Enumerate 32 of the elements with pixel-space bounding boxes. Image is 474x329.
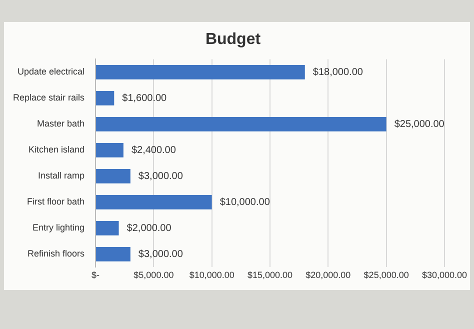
y-tick-label: Install ramp bbox=[38, 170, 85, 181]
bar bbox=[96, 117, 386, 132]
data-label: $10,000.00 bbox=[220, 196, 270, 208]
bar bbox=[96, 143, 124, 158]
x-tick-label: $30,000.00 bbox=[422, 270, 467, 280]
x-tick-label: $5,000.00 bbox=[134, 270, 174, 280]
chart-title: Budget bbox=[205, 31, 262, 48]
bar bbox=[96, 247, 130, 262]
y-tick-label: Update electrical bbox=[17, 66, 85, 77]
y-tick-label: First floor bath bbox=[26, 196, 85, 207]
bar bbox=[96, 195, 212, 210]
data-label: $18,000.00 bbox=[312, 66, 364, 78]
data-label: $3,000.00 bbox=[138, 170, 184, 182]
y-tick-label: Refinish floors bbox=[27, 248, 86, 259]
y-tick-label: Master bath bbox=[36, 118, 85, 129]
x-tick-label: $- bbox=[92, 270, 100, 280]
y-tick-label: Replace stair rails bbox=[12, 92, 86, 103]
y-tick-label: Kitchen island bbox=[28, 144, 85, 155]
x-tick-label: $25,000.00 bbox=[364, 270, 409, 280]
data-label: $1,600.00 bbox=[122, 92, 168, 104]
x-tick-label: $20,000.00 bbox=[306, 270, 351, 280]
data-label: $2,000.00 bbox=[126, 222, 172, 234]
data-label: $25,000.00 bbox=[394, 118, 445, 130]
bar bbox=[96, 65, 305, 80]
data-label: $3,000.00 bbox=[138, 248, 184, 260]
x-tick-label: $15,000.00 bbox=[247, 270, 293, 280]
x-tick-label: $10,000.00 bbox=[189, 270, 234, 280]
data-label: $2,400.00 bbox=[131, 144, 176, 156]
bar bbox=[96, 221, 119, 236]
bar bbox=[96, 91, 114, 106]
y-tick-label: Entry lighting bbox=[32, 222, 85, 233]
bar bbox=[96, 169, 130, 184]
